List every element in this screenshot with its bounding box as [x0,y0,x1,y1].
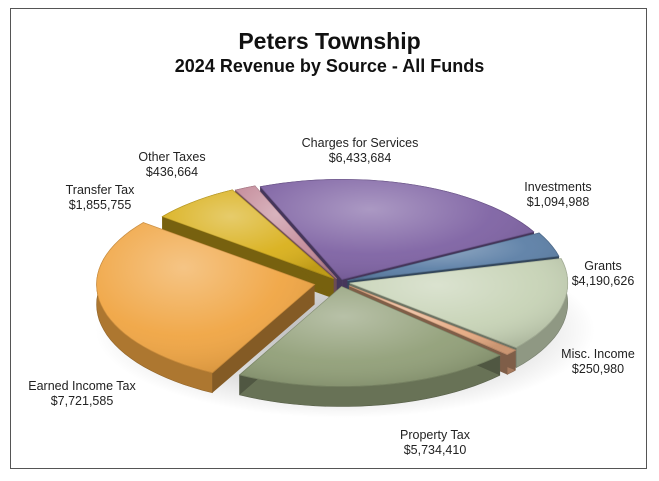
chart-title: Peters Township [238,28,421,54]
pie-slice-gloss-other-taxes [235,185,337,279]
slice-value-transfer-tax: $1,855,755 [69,198,132,212]
slice-label-other-taxes: Other Taxes [138,150,205,164]
pie-slice-gloss-grants [349,258,568,348]
slice-value-charges-for-services: $6,433,684 [329,151,392,165]
pie-slice-gloss-transfer-tax [162,189,334,279]
slice-value-misc-income: $250,980 [572,362,624,376]
slice-value-grants: $4,190,626 [572,274,635,288]
pie-slice-gloss-charges-for-services [260,179,534,280]
slice-value-other-taxes: $436,664 [146,165,198,179]
slice-label-investments: Investments [524,180,591,194]
slice-label-property-tax: Property Tax [400,428,471,442]
pie-slice-gloss-property-tax [239,286,500,387]
slice-label-earned-income-tax: Earned Income Tax [28,379,136,393]
slice-label-transfer-tax: Transfer Tax [66,183,136,197]
slice-value-earned-income-tax: $7,721,585 [51,394,114,408]
pie-slice-gloss-investments [347,233,559,281]
chart-subtitle: 2024 Revenue by Source - All Funds [174,56,485,76]
pie-slice-wall-earned-income-tax-0 [212,284,315,393]
slice-label-charges-for-services: Charges for Services [302,136,419,150]
slice-value-investments: $1,094,988 [527,195,590,209]
slice-label-misc-income: Misc. Income [561,347,635,361]
slice-label-grants: Grants [584,259,622,273]
slice-value-property-tax: $5,734,410 [404,443,467,457]
pie-slice-gloss-misc-income [348,285,516,355]
pie-slice-gloss-earned-income-tax [96,222,315,373]
